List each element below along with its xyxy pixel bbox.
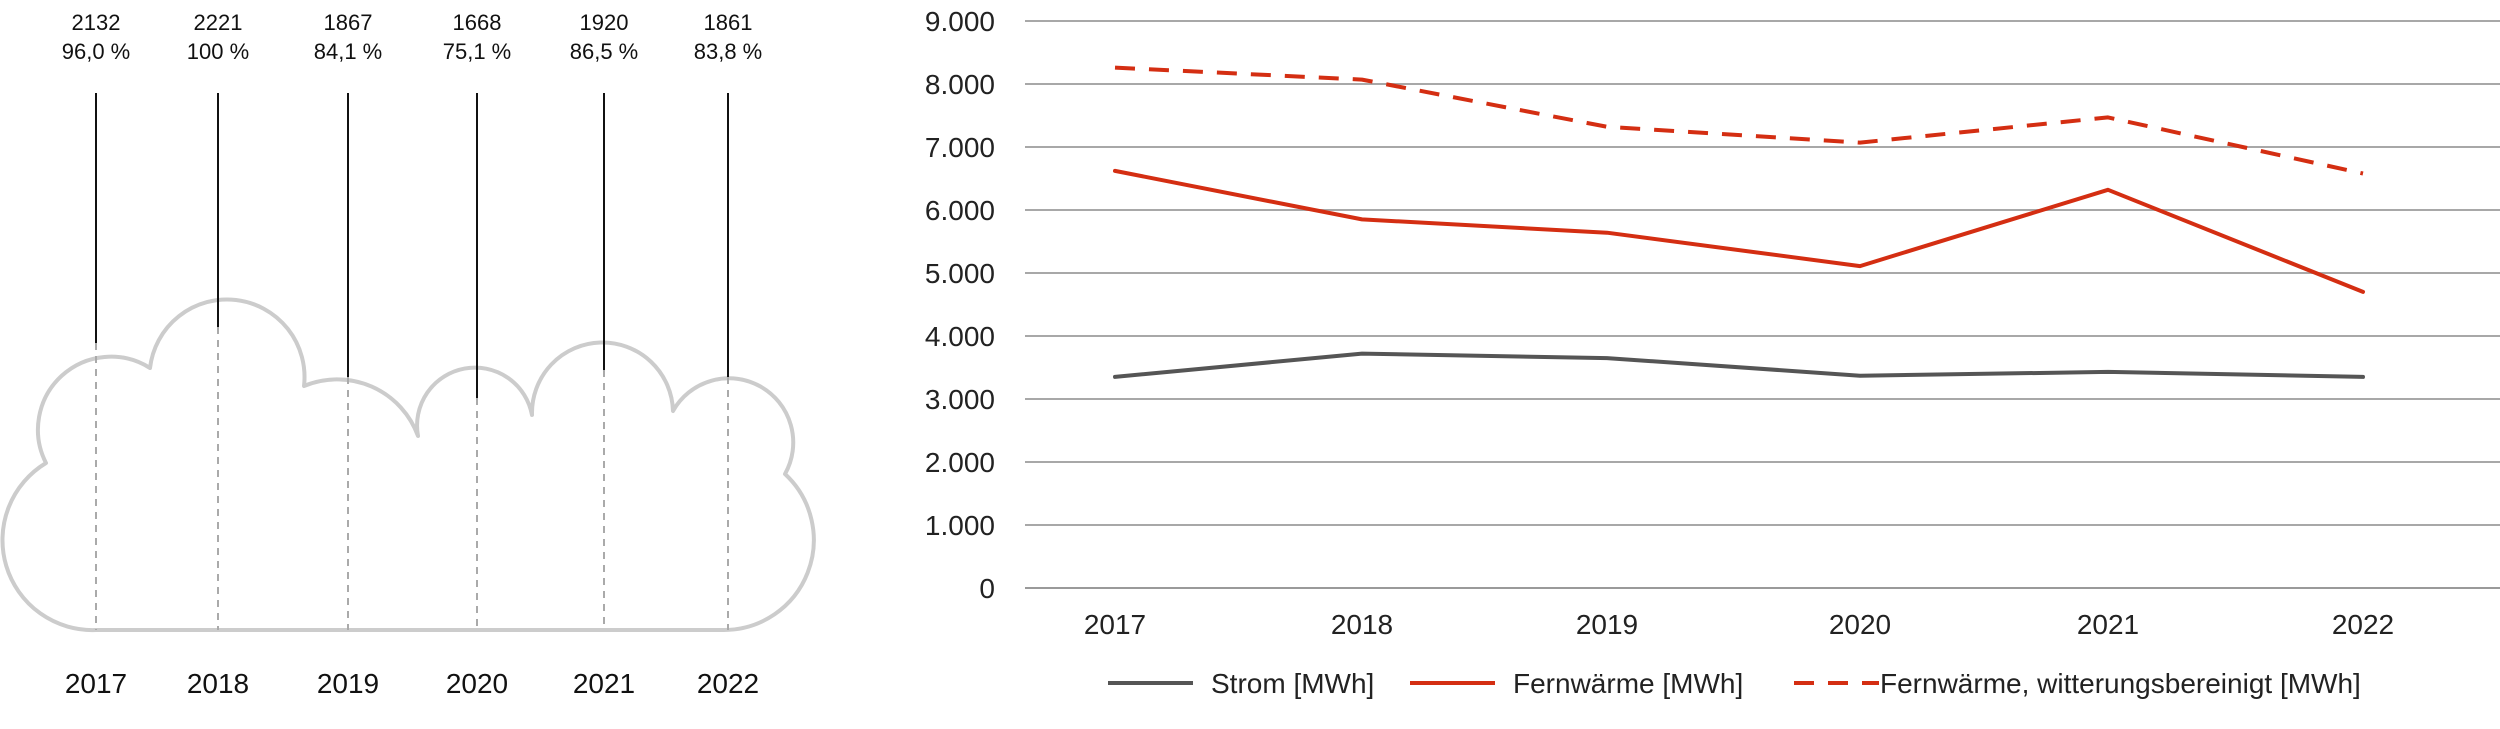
- y-tick-label: 6.000: [925, 195, 995, 226]
- cloud-outline: [0, 297, 816, 633]
- series-line-0: [1113, 351, 2365, 379]
- x-tick-label: 2017: [1084, 609, 1146, 640]
- cloud-dashes: [95, 327, 729, 630]
- line-legend: Strom [MWh] Fernwärme [MWh] Fernwärme, wit…: [1108, 668, 2361, 699]
- cloud-stems: [95, 93, 729, 398]
- cloud-year-label: 2021: [573, 668, 635, 699]
- cloud-value-label: 1668: [453, 10, 502, 35]
- cloud-percent-label: 96,0 %: [62, 39, 131, 64]
- cloud-year-label: 2017: [65, 668, 127, 699]
- line-y-ticks: 0 1.000 2.000 3.000 4.000 5.000 6.000 7.000 8.00…: [925, 6, 995, 604]
- series-line-2: [1114, 65, 2364, 176]
- line-grid: [1025, 20, 2500, 589]
- cloud-value-labels: 2132 96,0 % 2221 100 % 1867 84,1 % 1668 75,1 % 1…: [62, 10, 763, 64]
- y-tick-label: 3.000: [925, 384, 995, 415]
- line-x-ticks: 2017 2018 2019 2020 2021 2022: [1084, 609, 2394, 640]
- cloud-percent-label: 83,8 %: [694, 39, 763, 64]
- cloud-year-label: 2020: [446, 668, 508, 699]
- cloud-percent-label: 100 %: [187, 39, 249, 64]
- y-tick-label: 7.000: [925, 132, 995, 163]
- y-tick-label: 5.000: [925, 258, 995, 289]
- x-tick-label: 2022: [2332, 609, 2394, 640]
- x-tick-label: 2019: [1576, 609, 1638, 640]
- cloud-value-label: 1861: [704, 10, 753, 35]
- cloud-value-label: 1867: [324, 10, 373, 35]
- y-tick-label: 4.000: [925, 321, 995, 352]
- cloud-year-labels: 2017 2018 2019 2020 2021 2022: [65, 668, 759, 699]
- line-series: [1113, 65, 2365, 379]
- cloud-percent-label: 75,1 %: [443, 39, 512, 64]
- x-tick-label: 2020: [1829, 609, 1891, 640]
- y-tick-label: 1.000: [925, 510, 995, 541]
- cloud-percent-label: 86,5 %: [570, 39, 639, 64]
- x-tick-label: 2018: [1331, 609, 1393, 640]
- cloud-year-label: 2018: [187, 668, 249, 699]
- legend-label: Fernwärme [MWh]: [1513, 668, 1743, 699]
- y-tick-label: 0: [979, 573, 995, 604]
- y-tick-label: 9.000: [925, 6, 995, 37]
- y-tick-label: 8.000: [925, 69, 995, 100]
- y-tick-label: 2.000: [925, 447, 995, 478]
- cloud-percent-label: 84,1 %: [314, 39, 383, 64]
- legend-label: Strom [MWh]: [1211, 668, 1374, 699]
- cloud-year-label: 2022: [697, 668, 759, 699]
- cloud-year-label: 2019: [317, 668, 379, 699]
- series-line-1: [1113, 168, 2365, 294]
- line-chart: 0 1.000 2.000 3.000 4.000 5.000 6.000 7.000 8.00…: [925, 6, 2500, 699]
- legend-label: Fernwärme, witterungsbereinigt [MWh]: [1880, 668, 2361, 699]
- cloud-chart: 2132 96,0 % 2221 100 % 1867 84,1 % 1668 75,1 % 1…: [0, 10, 816, 699]
- cloud-value-label: 2132: [72, 10, 121, 35]
- x-tick-label: 2021: [2077, 609, 2139, 640]
- cloud-value-label: 2221: [194, 10, 243, 35]
- cloud-value-label: 1920: [580, 10, 629, 35]
